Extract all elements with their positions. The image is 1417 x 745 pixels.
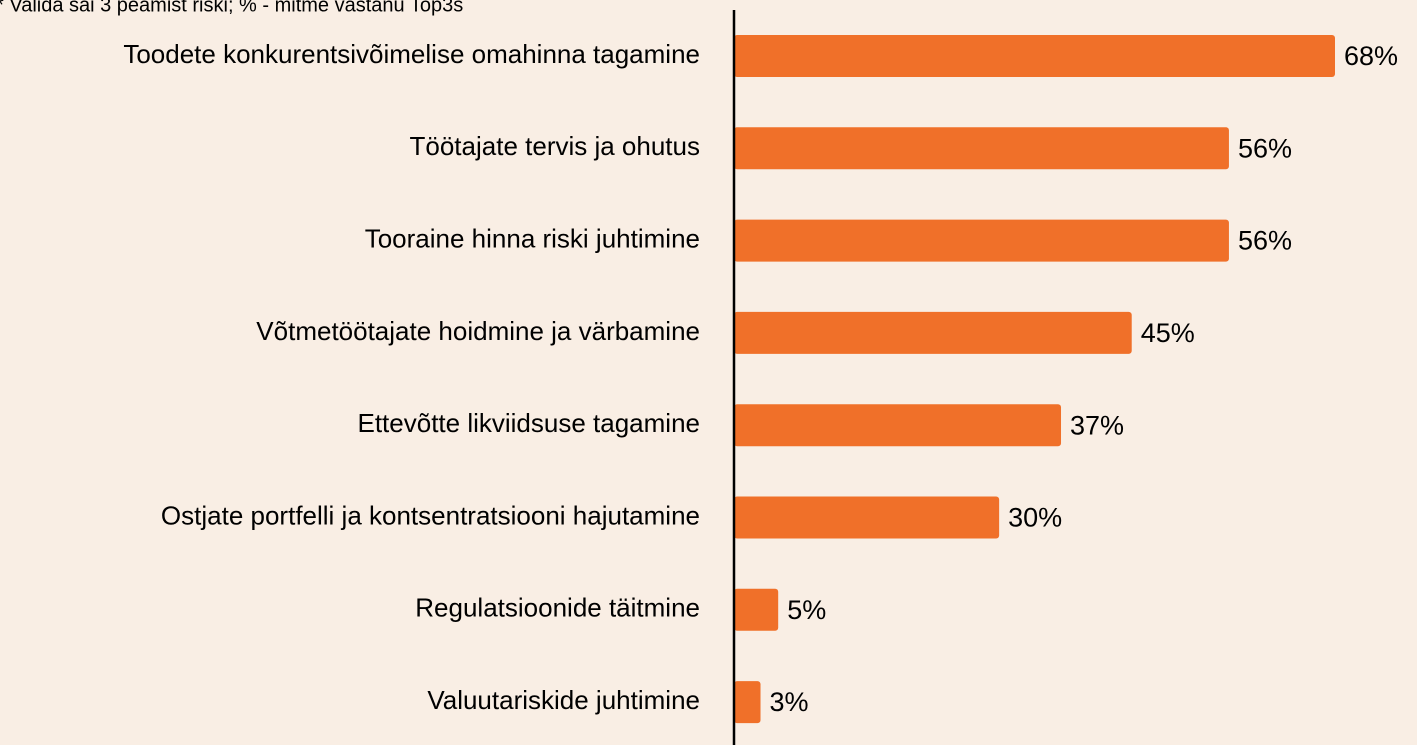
value-label: 45% (1141, 318, 1195, 348)
bar (734, 404, 1062, 447)
category-label: Ostjate portfelli ja kontsentratsiooni h… (161, 500, 700, 530)
value-label: 3% (770, 687, 809, 717)
value-label: 37% (1070, 410, 1124, 440)
bar (734, 127, 1229, 170)
value-label: 5% (787, 595, 826, 625)
bar (734, 588, 779, 631)
category-label: Ettevõtte likviidsuse tagamine (357, 408, 700, 438)
category-label: Töötajate tervis ja ohutus (410, 131, 701, 161)
category-label: Tooraine hinna riski juhtimine (365, 223, 700, 253)
category-label: Võtmetöötajate hoidmine ja värbamine (256, 316, 700, 346)
category-label: Valuutariskide juhtimine (427, 685, 700, 715)
value-label: 56% (1238, 226, 1292, 256)
value-label: 68% (1344, 41, 1398, 71)
bar (734, 311, 1132, 354)
bar (734, 35, 1335, 77)
bar (734, 219, 1229, 262)
value-label: 30% (1008, 503, 1062, 533)
bar (734, 681, 761, 724)
value-label: 56% (1238, 133, 1292, 163)
chart-subtitle: * Valida sai 3 peamist riski; % - mitme … (0, 0, 463, 16)
category-label: Toodete konkurentsivõimelise omahinna ta… (123, 39, 700, 69)
category-label: Regulatsioonide täitmine (415, 593, 700, 623)
bar (734, 496, 1000, 539)
